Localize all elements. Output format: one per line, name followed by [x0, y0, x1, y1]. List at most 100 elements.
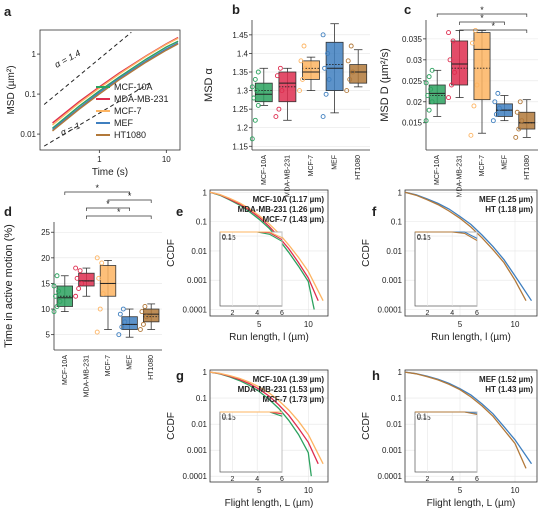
y-tick-label: 0.1 — [196, 218, 208, 227]
series-line-0 — [52, 40, 179, 129]
data-point — [116, 332, 122, 338]
x-axis-label: Run length, l (µm) — [229, 332, 309, 343]
y-tick-label: 25 — [41, 228, 50, 237]
data-point — [73, 265, 79, 271]
significance-bracket — [86, 215, 152, 219]
x-axis-label: Time (s) — [92, 167, 128, 178]
panel-letter-c: c — [404, 2, 411, 17]
y-tick-label: 0.015 — [402, 119, 423, 128]
data-point — [254, 88, 260, 94]
category-label: MCF-10A — [261, 155, 268, 185]
y-tick-label: 20 — [41, 254, 50, 263]
data-point — [345, 58, 351, 64]
data-point — [423, 118, 429, 124]
data-point — [249, 84, 255, 90]
x-tick-label: 10 — [511, 320, 520, 329]
data-point — [320, 32, 326, 38]
inset-y-tick-label: 0.15 — [222, 235, 236, 242]
data-point — [429, 99, 435, 105]
plot-frame — [404, 189, 538, 317]
series-line-0 — [404, 191, 533, 302]
significance-star: * — [95, 183, 99, 193]
legend-label: MCF-7 (1.43 µm) — [262, 215, 324, 224]
category-label: MEF — [127, 355, 134, 370]
data-point — [347, 76, 353, 82]
data-point — [320, 114, 326, 120]
y-axis-label: MSD (µm²) — [6, 65, 17, 114]
data-point — [322, 65, 328, 71]
y-tick-label: 5 — [46, 331, 51, 340]
y-tick-label: 1.15 — [232, 142, 248, 151]
panel-letter-g: g — [176, 368, 184, 383]
data-point — [303, 65, 308, 71]
panel-a-frame — [39, 29, 181, 151]
data-point — [96, 275, 102, 281]
data-point — [344, 88, 350, 94]
data-point — [450, 38, 456, 44]
data-point — [474, 82, 480, 88]
category-label: MDA-MB-231 — [284, 155, 291, 198]
inset-y-tick-label: 0.1 — [222, 413, 232, 420]
data-point — [516, 126, 522, 132]
data-point — [99, 260, 105, 266]
data-point — [426, 74, 432, 80]
y-axis-label: Time in active motion (%) — [3, 224, 15, 348]
data-point — [119, 324, 125, 330]
series-line-2 — [52, 37, 179, 126]
data-point — [277, 65, 283, 71]
panel-d-chart: 5 10 15 20 25 MCF-10A MDA-MB-231 MCF-7 MEF HT1080… — [3, 183, 162, 397]
y-tick-label: 0.01 — [191, 420, 207, 429]
data-point — [143, 314, 149, 320]
x-tick-label: 10 — [304, 486, 313, 495]
data-point — [56, 288, 61, 294]
data-point — [496, 105, 502, 111]
inset-x-tick-label: 6 — [280, 476, 284, 483]
y-tick-label: 1 — [203, 188, 208, 197]
data-point — [100, 291, 106, 297]
y-tick-label: 0.001 — [187, 276, 208, 285]
inset-series-line-1 — [415, 411, 478, 416]
data-point — [251, 95, 257, 101]
data-point — [348, 43, 354, 49]
significance-star: * — [480, 5, 484, 15]
data-point — [325, 50, 331, 56]
y-tick-label: 1 — [398, 188, 403, 197]
data-point — [493, 111, 499, 117]
significance-bracket — [107, 199, 152, 203]
data-point — [117, 311, 123, 317]
data-point — [276, 106, 282, 112]
significance-bracket — [459, 29, 528, 33]
data-point — [495, 90, 501, 96]
y-tick-label: 0.035 — [402, 35, 423, 44]
data-point — [468, 132, 474, 138]
inset-y-tick-label: 0.15 — [417, 235, 431, 242]
series-line-1 — [209, 191, 319, 301]
y-tick-label: 0.0001 — [378, 472, 403, 481]
data-point — [54, 304, 60, 309]
y-tick-label: 0.1 — [25, 90, 37, 99]
legend-label: MDA-MB-231 — [114, 94, 169, 104]
plot-frame — [209, 189, 329, 317]
panel-letter-a: a — [4, 4, 12, 19]
data-point — [120, 306, 126, 312]
x-tick-label: 5 — [458, 486, 463, 495]
x-axis-label: Run length, l (µm) — [431, 332, 511, 343]
data-point — [300, 76, 305, 82]
inset-series-line-2 — [220, 231, 283, 239]
plot-frame — [404, 369, 538, 483]
inset-x-tick-label: 6 — [280, 310, 284, 317]
data-point — [51, 283, 57, 289]
significance-star: * — [106, 199, 110, 209]
legend-label: MEF — [114, 118, 134, 128]
data-point — [350, 69, 356, 75]
y-tick-label: 10 — [41, 305, 50, 314]
y-axis-label: MSD D (µm²/s) — [379, 48, 391, 122]
series-line-1 — [404, 191, 527, 302]
inset-x-tick-label: 4 — [255, 310, 259, 317]
box-4 — [143, 308, 160, 323]
significance-star: * — [117, 207, 121, 217]
y-tick-label: 1.3 — [237, 87, 249, 96]
data-point — [425, 93, 431, 98]
